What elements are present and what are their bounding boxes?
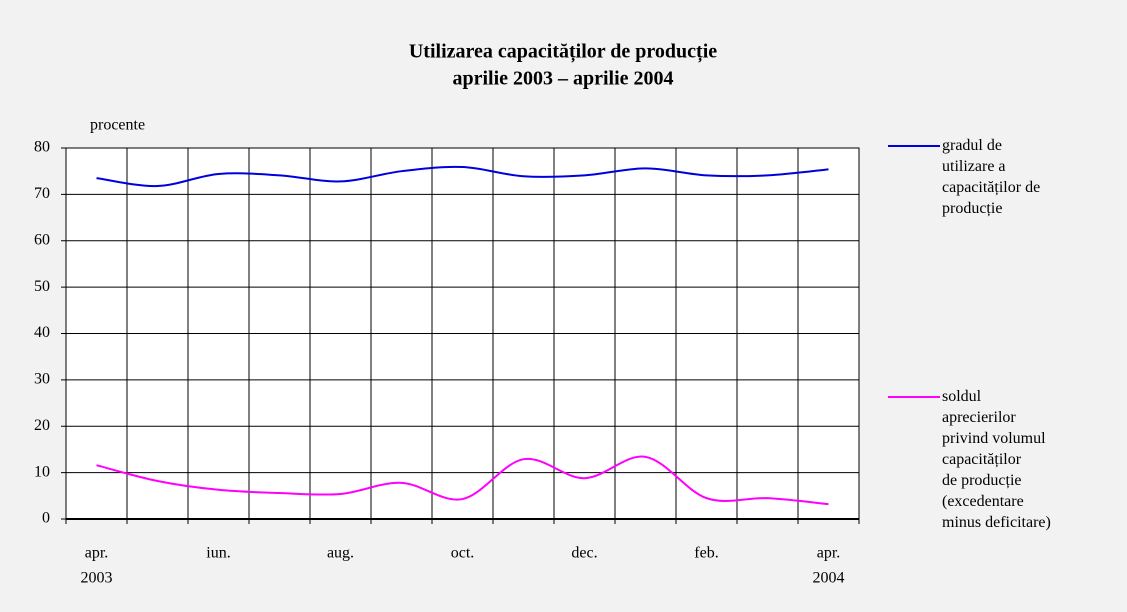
series-line <box>96 165 829 188</box>
x-tick-label: feb. <box>694 545 718 562</box>
x-tick-label: apr. <box>85 545 109 562</box>
x-tick-label: dec. <box>571 545 597 562</box>
chart-subtitle: aprilie 2003 – aprilie 2004 <box>452 68 673 90</box>
y-tick-label: 0 <box>42 510 50 527</box>
x-tick-year: 2003 <box>81 570 113 587</box>
series-line <box>96 455 829 506</box>
x-tick-label: apr. <box>817 545 841 562</box>
y-tick-label: 10 <box>34 463 50 480</box>
x-tick-label: oct. <box>451 545 475 562</box>
y-tick-label: 80 <box>34 139 50 156</box>
x-tick-year: 2004 <box>813 570 845 587</box>
y-tick-label: 70 <box>34 185 50 202</box>
y-tick-label: 20 <box>34 417 50 434</box>
y-tick-label: 60 <box>34 231 50 248</box>
legend-label: gradul de utilizare a capacităților de p… <box>942 137 1041 217</box>
legend-label: soldul aprecierilor privind volumul capa… <box>942 388 1051 531</box>
x-tick-label: aug. <box>327 545 354 562</box>
y-tick-label: 40 <box>34 324 50 341</box>
y-tick-label: 50 <box>34 278 50 295</box>
x-tick-label: iun. <box>206 545 230 562</box>
y-axis-label: procente <box>90 117 145 134</box>
chart-title: Utilizarea capacităților de producție <box>409 41 717 64</box>
y-tick-label: 30 <box>34 371 50 388</box>
